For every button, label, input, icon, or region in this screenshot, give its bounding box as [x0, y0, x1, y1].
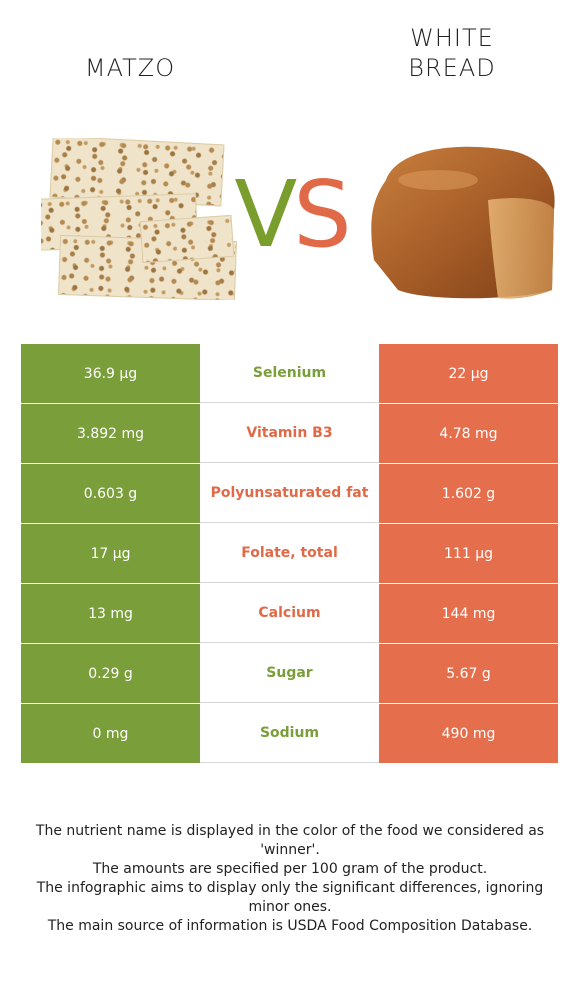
- right-value: 5.67 g: [379, 644, 558, 703]
- right-food-title: WHITE BREAD: [408, 24, 496, 82]
- nutrient-name: Sugar: [200, 644, 379, 703]
- right-value: 490 mg: [379, 704, 558, 763]
- matzo-image: [41, 138, 241, 300]
- left-value: 3.892 mg: [21, 404, 200, 463]
- footnote-line: The infographic aims to display only the…: [36, 880, 544, 915]
- vs-label: VS: [226, 165, 356, 265]
- left-value: 13 mg: [21, 584, 200, 643]
- left-value: 0 mg: [21, 704, 200, 763]
- right-value: 22 µg: [379, 344, 558, 403]
- vs-v: V: [234, 161, 297, 268]
- right-value: 1.602 g: [379, 464, 558, 523]
- table-row: 13 mg Calcium 144 mg: [21, 584, 558, 643]
- nutrient-name: Sodium: [200, 704, 379, 763]
- right-value: 4.78 mg: [379, 404, 558, 463]
- right-value: 111 µg: [379, 524, 558, 583]
- nutrient-name: Vitamin B3: [200, 404, 379, 463]
- comparison-table: 36.9 µg Selenium 22 µg 3.892 mg Vitamin …: [21, 344, 558, 764]
- left-value: 36.9 µg: [21, 344, 200, 403]
- footnote-line: The amounts are specified per 100 gram o…: [92, 861, 488, 877]
- footnote: The nutrient name is displayed in the co…: [30, 822, 550, 936]
- left-value: 17 µg: [21, 524, 200, 583]
- nutrient-name: Polyunsaturated fat: [200, 464, 379, 523]
- table-row: 0 mg Sodium 490 mg: [21, 704, 558, 763]
- left-food-title: MATZO: [84, 54, 176, 82]
- table-row: 17 µg Folate, total 111 µg: [21, 524, 558, 583]
- left-value: 0.29 g: [21, 644, 200, 703]
- table-row: 0.603 g Polyunsaturated fat 1.602 g: [21, 464, 558, 523]
- vs-s: S: [293, 161, 351, 268]
- white-bread-image: [371, 146, 555, 299]
- footnote-line: The nutrient name is displayed in the co…: [35, 823, 545, 858]
- nutrient-name: Selenium: [200, 344, 379, 403]
- right-value: 144 mg: [379, 584, 558, 643]
- nutrient-name: Folate, total: [200, 524, 379, 583]
- footnote-line: The main source of information is USDA F…: [47, 918, 533, 934]
- table-row: 36.9 µg Selenium 22 µg: [21, 344, 558, 403]
- left-value: 0.603 g: [21, 464, 200, 523]
- table-row: 3.892 mg Vitamin B3 4.78 mg: [21, 404, 558, 463]
- table-row: 0.29 g Sugar 5.67 g: [21, 644, 558, 703]
- nutrient-name: Calcium: [200, 584, 379, 643]
